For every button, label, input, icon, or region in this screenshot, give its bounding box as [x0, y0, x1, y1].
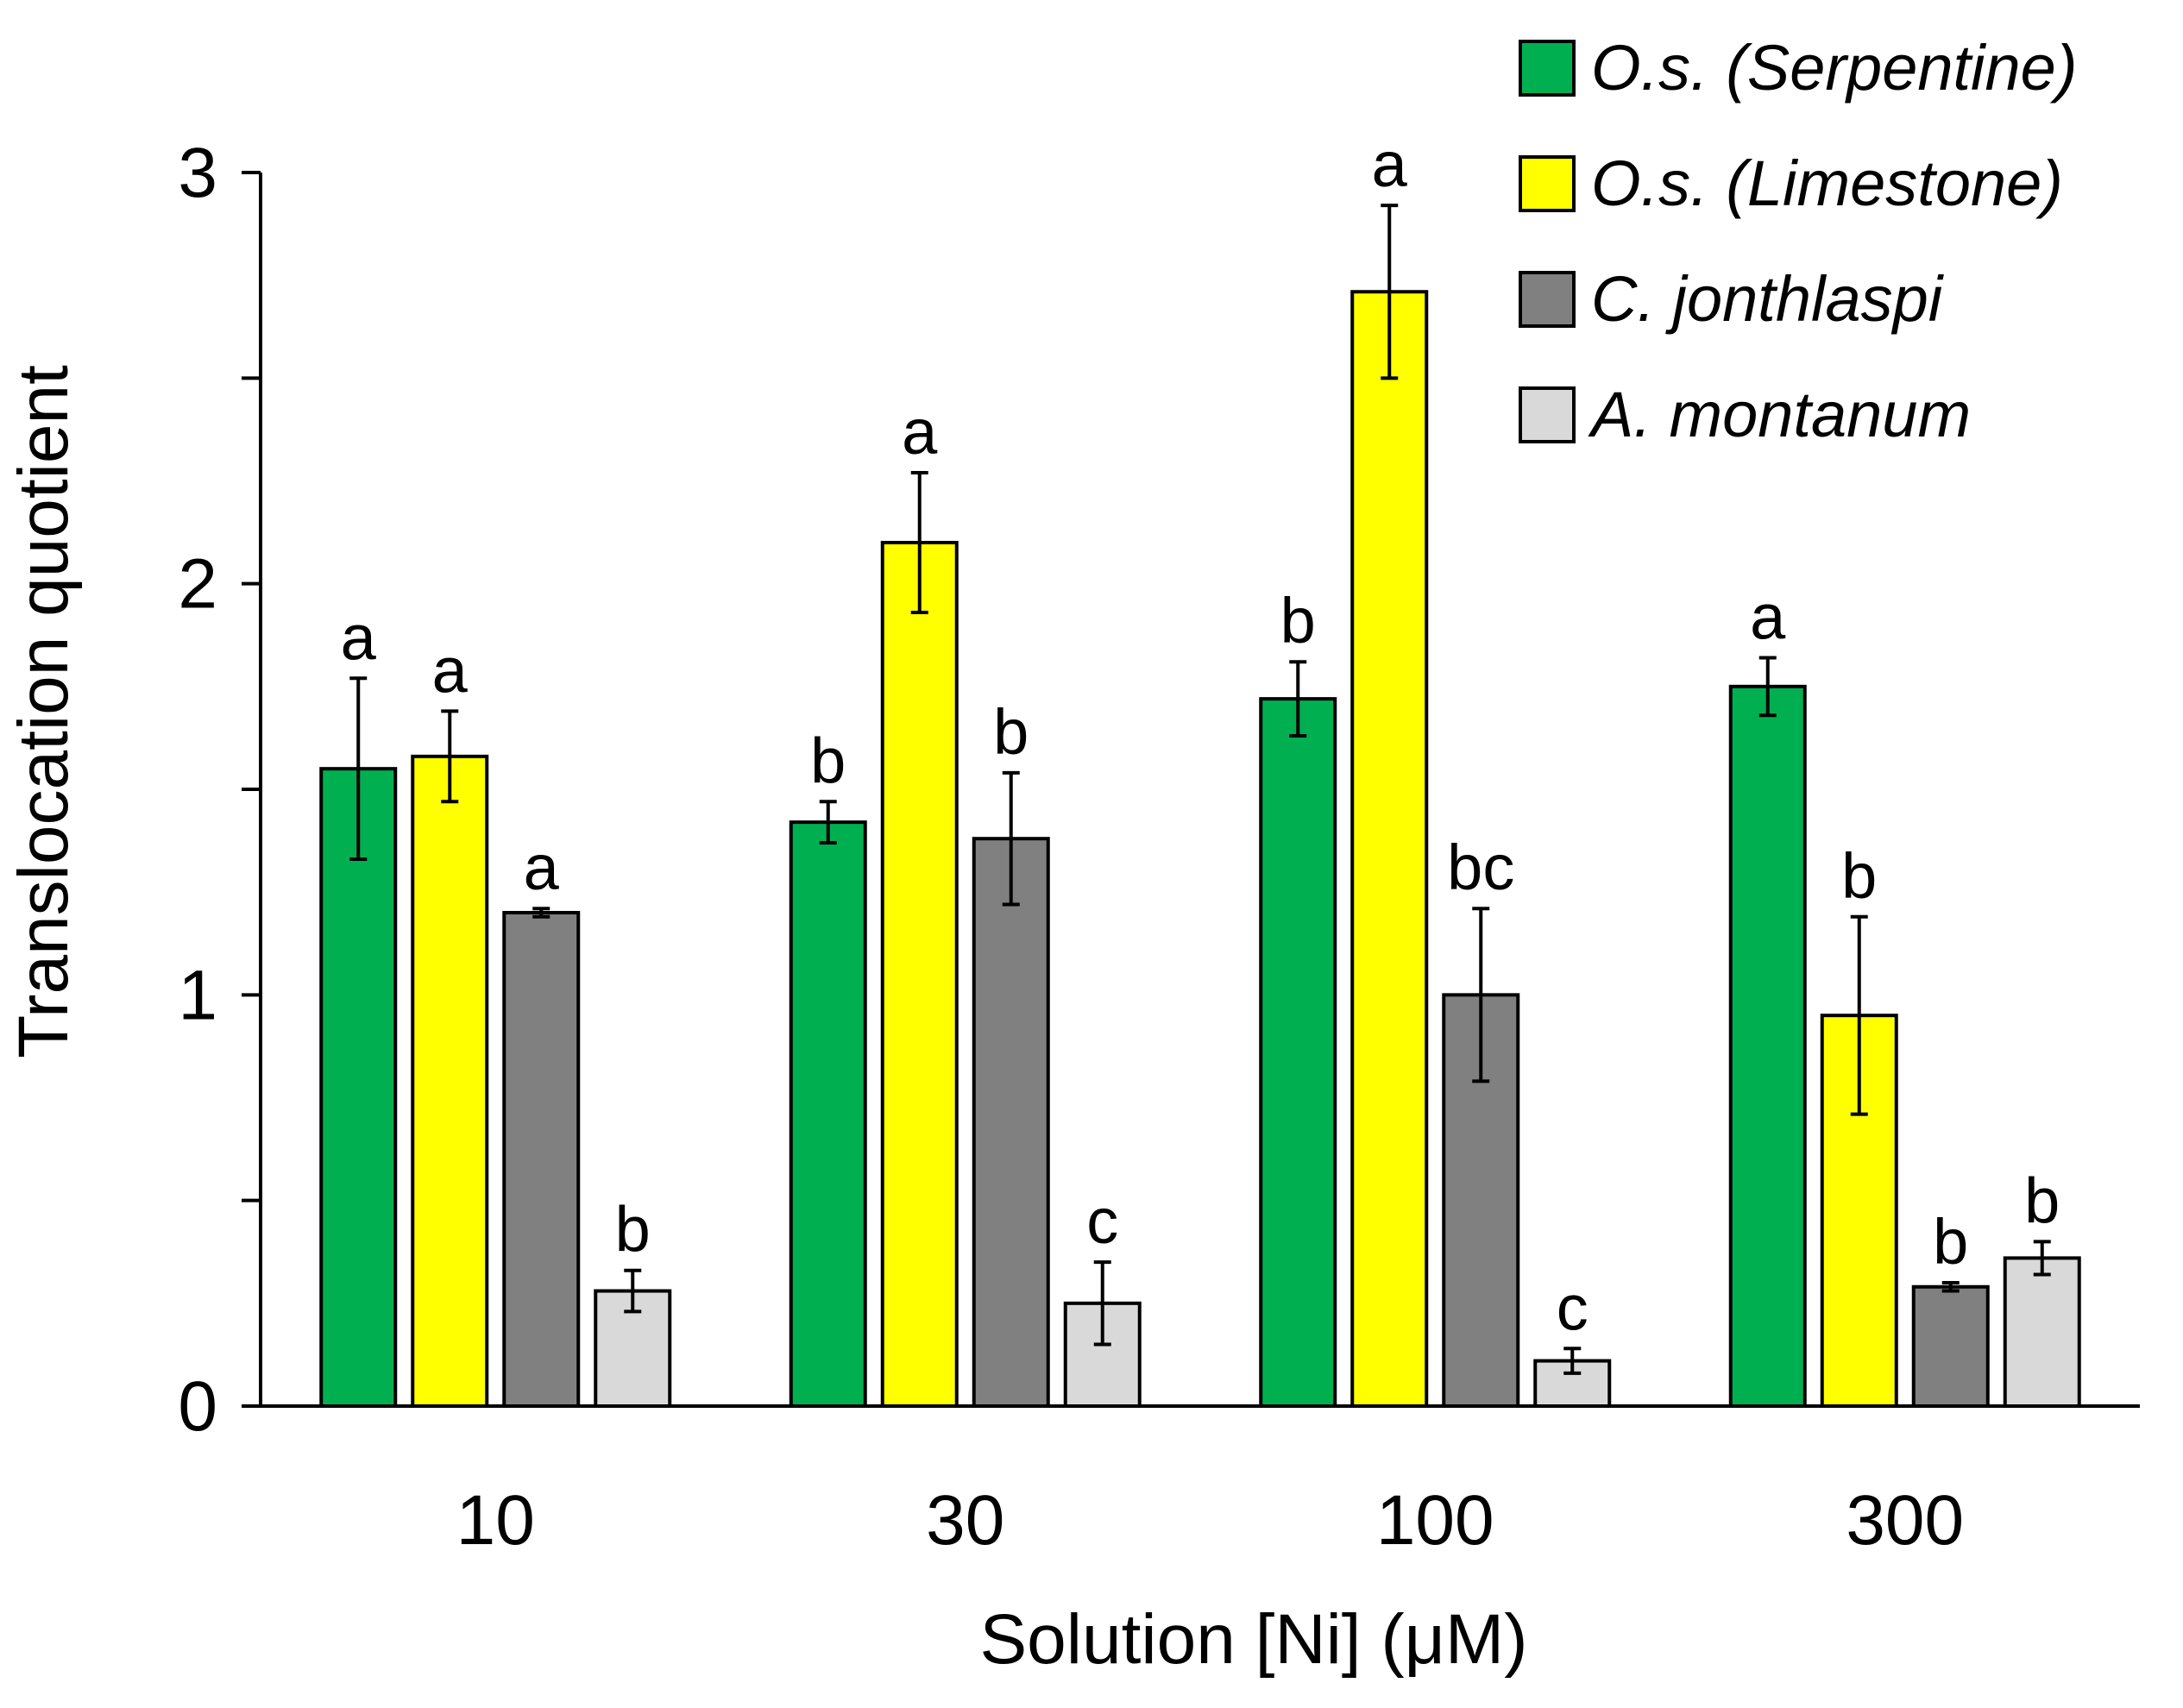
bar — [972, 837, 1050, 1408]
significance-letter: b — [1280, 585, 1316, 656]
legend-label: O.s. (Limestone) — [1591, 148, 2063, 219]
chart-bars — [319, 290, 2081, 1409]
significance-letter: a — [1750, 581, 1786, 652]
significance-letter: b — [2024, 1165, 2060, 1236]
x-axis-title: Solution [Ni] (μM) — [979, 1600, 1527, 1679]
chart-error-bars — [349, 204, 2051, 1375]
bar — [319, 767, 398, 1408]
significance-letter: a — [341, 601, 377, 673]
legend-swatch — [1519, 386, 1576, 443]
bar — [2003, 1256, 2081, 1409]
bar — [411, 754, 489, 1408]
x-tick-label: 10 — [456, 1481, 535, 1560]
x-tick-label: 100 — [1376, 1481, 1494, 1560]
bar — [880, 541, 959, 1408]
legend-label: A. montanum — [1588, 379, 1971, 450]
significance-letter: a — [432, 634, 469, 706]
x-tick-label: 30 — [926, 1481, 1004, 1560]
significance-letter: b — [1841, 840, 1877, 912]
legend-label: O.s. (Serpentine) — [1591, 32, 2077, 104]
y-tick-label: 1 — [178, 956, 217, 1034]
significance-letter: a — [902, 396, 938, 468]
significance-letter: c — [1086, 1185, 1118, 1257]
y-tick-label: 0 — [178, 1367, 217, 1446]
bar — [789, 820, 867, 1408]
bar — [1350, 290, 1429, 1409]
y-axis-title: Translocation quotient — [4, 365, 83, 1058]
chart-legend: O.s. (Serpentine) O.s. (Limestone) C. jont… — [1519, 32, 2077, 450]
legend-swatch — [1519, 155, 1576, 212]
significance-letter: b — [810, 725, 846, 796]
bar — [1259, 697, 1337, 1408]
y-tick-label: 2 — [178, 545, 217, 624]
significance-letter: a — [524, 832, 560, 903]
bar — [502, 911, 581, 1408]
significance-letter: b — [615, 1194, 651, 1265]
significance-letter: a — [1372, 129, 1408, 200]
bar — [1728, 684, 1807, 1408]
legend-label: C. jonthlaspi — [1591, 263, 1945, 335]
significance-letter: c — [1557, 1272, 1588, 1343]
legend-swatch — [1519, 40, 1576, 97]
significance-letter: b — [1933, 1206, 1968, 1278]
significance-letter: b — [993, 696, 1029, 768]
y-tick-label: 3 — [178, 134, 217, 212]
legend-swatch — [1519, 271, 1576, 328]
x-tick-label: 300 — [1846, 1481, 1964, 1560]
chart-tick-labels: 0 1 2 3 10 30 100 300 — [178, 134, 1964, 1560]
bar — [1911, 1284, 1990, 1409]
significance-letter: bc — [1447, 832, 1514, 903]
